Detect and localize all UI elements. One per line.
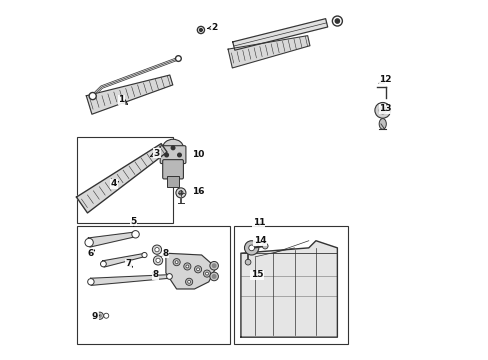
Circle shape [374,103,390,118]
Circle shape [248,245,254,251]
Text: 4: 4 [111,179,118,188]
Circle shape [378,107,386,114]
Circle shape [179,191,183,195]
Circle shape [173,258,180,266]
Text: 5: 5 [130,217,137,226]
Circle shape [98,314,101,317]
Polygon shape [76,144,167,213]
Circle shape [164,153,168,157]
Circle shape [176,188,185,198]
Text: 8: 8 [152,270,158,279]
Circle shape [152,245,162,254]
Circle shape [101,261,106,267]
Circle shape [194,266,201,273]
Circle shape [212,275,216,278]
Polygon shape [90,275,169,285]
Circle shape [96,312,103,319]
Circle shape [142,252,147,258]
Bar [233,226,347,344]
Text: 7: 7 [125,260,132,269]
Circle shape [185,265,188,268]
Circle shape [177,153,181,157]
Polygon shape [86,75,172,114]
Circle shape [262,243,267,249]
Circle shape [156,258,160,262]
Bar [166,176,179,187]
Circle shape [203,270,210,277]
Circle shape [209,272,218,281]
Circle shape [171,146,175,150]
Text: 9: 9 [92,312,99,321]
Circle shape [166,274,172,279]
Circle shape [175,56,181,62]
Circle shape [85,238,93,247]
Circle shape [335,19,339,23]
Bar [77,226,230,344]
Circle shape [244,241,258,255]
Ellipse shape [163,139,183,157]
Text: 10: 10 [191,150,204,159]
Circle shape [212,264,216,267]
Circle shape [89,93,96,100]
FancyBboxPatch shape [160,146,185,163]
Circle shape [87,279,94,285]
Circle shape [332,16,342,26]
Circle shape [155,248,159,252]
Polygon shape [232,19,327,50]
Text: 1: 1 [118,95,127,104]
Circle shape [381,109,384,112]
Circle shape [132,231,139,238]
Text: 8: 8 [162,249,169,258]
Text: 16: 16 [191,187,204,196]
Circle shape [209,261,218,270]
Circle shape [196,268,199,271]
Polygon shape [241,241,337,337]
Circle shape [175,261,178,264]
Text: 6: 6 [87,249,95,258]
Circle shape [187,280,190,283]
Circle shape [185,278,192,285]
Polygon shape [102,253,144,267]
Polygon shape [227,36,309,68]
Text: 15: 15 [250,270,263,279]
Circle shape [199,28,202,31]
Polygon shape [165,253,216,289]
Circle shape [205,272,208,275]
Circle shape [103,313,108,318]
Circle shape [183,263,190,270]
Text: 13: 13 [379,104,391,113]
Bar [77,137,173,223]
Polygon shape [88,232,136,247]
Circle shape [153,256,163,265]
Circle shape [244,259,250,265]
Text: 11: 11 [252,219,264,228]
Text: 3: 3 [150,149,160,158]
Text: 12: 12 [378,76,391,85]
Ellipse shape [378,118,386,129]
Text: 14: 14 [253,236,265,245]
Text: 2: 2 [207,23,217,32]
Circle shape [197,26,204,33]
FancyBboxPatch shape [163,159,183,179]
